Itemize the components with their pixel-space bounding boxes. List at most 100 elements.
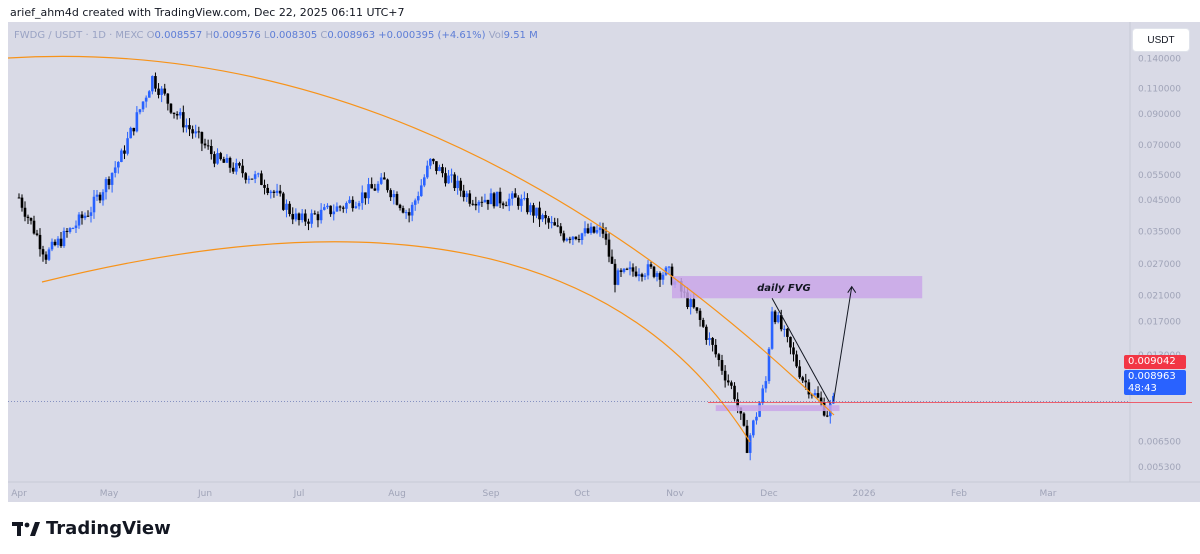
candle-body	[297, 213, 301, 221]
candle-body	[129, 127, 132, 139]
candle-body	[571, 236, 575, 240]
candle-body	[348, 199, 351, 204]
candle-body	[736, 399, 739, 408]
candle-body	[559, 226, 563, 234]
candle-body	[619, 270, 623, 272]
candle-body	[86, 215, 90, 217]
candle-body	[441, 167, 444, 174]
candle-body	[748, 435, 752, 453]
candle-body	[104, 179, 108, 193]
candle-body	[53, 241, 57, 246]
candle-body	[326, 205, 329, 208]
candle-body	[341, 207, 345, 209]
candle-body	[456, 180, 459, 189]
candle-body	[453, 174, 456, 189]
candle-body	[172, 112, 176, 114]
candle-body	[640, 274, 644, 277]
candle-body	[219, 153, 222, 160]
candle-body	[733, 385, 736, 400]
candle-body	[191, 129, 194, 134]
candle-body	[241, 165, 244, 174]
candle-body	[74, 225, 78, 229]
candle-body	[622, 268, 626, 272]
x-tick-label: May	[100, 489, 119, 499]
candle-body	[504, 205, 508, 207]
candle-body	[235, 163, 238, 172]
candle-body	[263, 184, 266, 188]
candle-body	[367, 184, 370, 199]
candle-body	[562, 233, 566, 241]
candle-body	[225, 157, 229, 163]
candle-body	[646, 264, 650, 276]
candle-body	[798, 366, 801, 378]
candle-body	[419, 185, 423, 197]
candle-body	[278, 190, 282, 194]
candle-body	[166, 93, 170, 104]
candle-body	[752, 420, 755, 436]
candle-body	[625, 268, 629, 270]
candle-body	[294, 213, 298, 220]
candle-body	[319, 209, 323, 221]
chart-area[interactable]: 0.140000 0.110000 0.090000 0.070000 0.055000…	[8, 22, 1200, 502]
high-label: H	[205, 30, 213, 41]
candle-body	[113, 167, 117, 173]
candle-body	[652, 266, 656, 277]
candle-body	[126, 138, 129, 154]
candle-body	[59, 238, 63, 247]
projection-arrowhead	[847, 285, 857, 293]
candle-body	[670, 266, 674, 285]
candle-body	[332, 211, 336, 215]
candle-body	[288, 203, 291, 215]
candle-body	[643, 275, 647, 277]
candle-body	[649, 264, 653, 267]
candle-body	[468, 193, 472, 204]
candle-body	[523, 198, 526, 200]
trendline	[771, 298, 831, 405]
candle-body	[250, 178, 254, 180]
candle-body	[56, 238, 60, 246]
candle-body	[745, 425, 749, 453]
candle-body	[589, 226, 593, 233]
candle-body	[553, 222, 556, 226]
tradingview-brand[interactable]: TradingView	[12, 518, 171, 539]
candle-body	[151, 76, 154, 92]
candle-body	[726, 380, 730, 383]
candle-body	[426, 165, 429, 178]
candle-body	[147, 91, 151, 98]
candle-body	[291, 214, 295, 220]
currency-selector-button[interactable]: USDT	[1132, 28, 1190, 52]
open-value: 0.008557	[154, 30, 203, 41]
candle-body	[163, 88, 167, 94]
candle-body	[526, 198, 529, 213]
candle-body	[767, 348, 771, 382]
candle-body	[613, 263, 617, 285]
x-tick-label: Aug	[388, 489, 406, 499]
candle-body	[483, 199, 487, 203]
price-chart[interactable]: 0.140000 0.110000 0.090000 0.070000 0.055000…	[8, 22, 1200, 502]
candle-body	[541, 215, 544, 220]
candle-body	[203, 143, 207, 146]
candle-body	[17, 197, 21, 199]
candle-body	[316, 214, 320, 221]
candle-body	[285, 203, 288, 210]
candle-body	[610, 256, 614, 264]
candle-body	[480, 201, 484, 203]
candle-body	[661, 274, 665, 280]
y-tick-label: 0.090000	[1138, 110, 1181, 120]
candle-body	[38, 234, 42, 250]
candle-body	[692, 299, 696, 308]
candle-body	[141, 101, 145, 110]
candle-body	[360, 192, 364, 204]
candle-body	[686, 292, 689, 308]
candle-body	[517, 197, 520, 206]
x-tick-label: 2026	[853, 489, 876, 499]
candle-body	[110, 172, 114, 185]
candle-body	[392, 193, 396, 198]
x-tick-label: Feb	[951, 489, 967, 499]
x-tick-label: Sep	[483, 489, 500, 499]
candle-body	[547, 218, 550, 223]
candle-body	[206, 145, 210, 147]
candle-body	[813, 393, 817, 395]
upper-arc	[8, 55, 835, 416]
candle-body	[23, 207, 27, 217]
